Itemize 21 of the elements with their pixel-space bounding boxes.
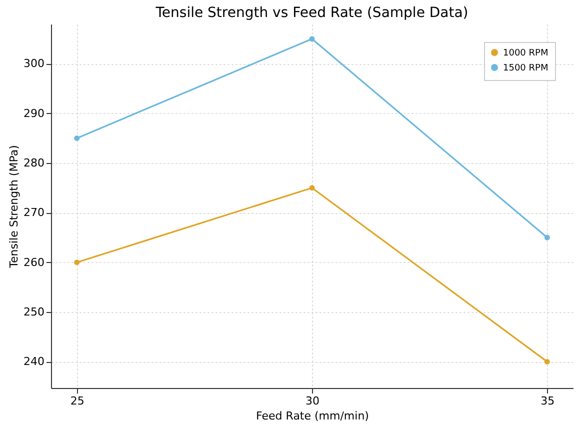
point: [544, 234, 550, 240]
x-tick-label: 35: [540, 394, 555, 408]
y-tick-label: 260: [24, 256, 44, 269]
chart-title: Tensile Strength vs Feed Rate (Sample Data): [154, 5, 468, 21]
x-axis-title: Feed Rate (mm/min): [256, 410, 369, 422]
legend-label: 1000 RPM: [503, 48, 548, 58]
legend-label: 1500 RPM: [503, 64, 548, 74]
point: [544, 358, 550, 364]
point: [309, 185, 315, 191]
y-tick-label: 280: [24, 156, 44, 170]
x-tick-label: 25: [70, 394, 84, 408]
point: [74, 260, 80, 266]
y-tick-label: 240: [24, 355, 44, 368]
point: [74, 135, 80, 141]
x-tick-label: 30: [306, 394, 320, 408]
point: [309, 36, 315, 42]
y-tick-label: 250: [24, 306, 44, 319]
y-tick-label: 290: [24, 106, 44, 120]
y-axis-title: Tensile Strength (MPa): [8, 145, 21, 269]
y-tick-label: 270: [24, 206, 44, 220]
y-tick-label: 300: [24, 57, 44, 70]
